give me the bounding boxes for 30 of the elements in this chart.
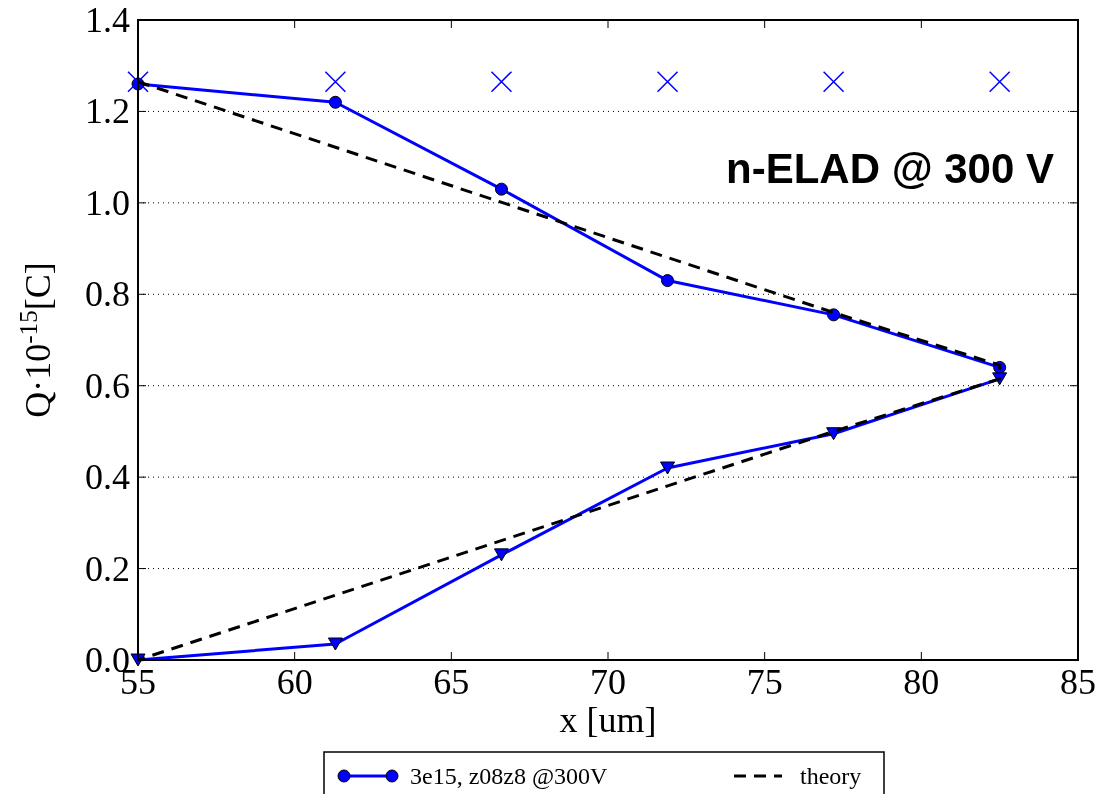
y-tick-label: 0.6 xyxy=(85,365,130,406)
point xyxy=(988,70,1011,93)
x-tick-label: 80 xyxy=(903,662,940,702)
point xyxy=(827,308,841,322)
y-tick-label: 0.8 xyxy=(85,274,130,315)
point xyxy=(494,182,508,196)
point xyxy=(822,70,845,93)
legend-label: theory xyxy=(800,763,862,789)
point xyxy=(656,70,679,93)
x-tick-label: 60 xyxy=(276,662,313,702)
legend-label: 3e15, z08z8 @300V xyxy=(410,763,609,789)
x-tick-label: 85 xyxy=(1060,662,1096,702)
x-tick-label: 65 xyxy=(433,662,470,702)
y-tick-label: 1.0 xyxy=(85,182,130,223)
point xyxy=(324,70,347,93)
point xyxy=(328,95,342,109)
point xyxy=(327,637,343,651)
y-tick-label: 0.2 xyxy=(85,548,130,589)
point xyxy=(490,70,513,93)
y-tick-label: 0.4 xyxy=(85,457,130,498)
y-tick-label: 1.2 xyxy=(85,91,130,132)
x-axis-title: x [um] xyxy=(559,700,657,740)
y-tick-label: 1.4 xyxy=(85,0,130,40)
x-tick-label: 70 xyxy=(590,662,626,702)
point xyxy=(660,461,676,475)
annotation: n-ELAD @ 300 V xyxy=(725,145,1055,193)
point xyxy=(661,274,675,288)
x-tick-label: 75 xyxy=(746,662,783,702)
point xyxy=(127,70,149,93)
point xyxy=(493,548,509,562)
